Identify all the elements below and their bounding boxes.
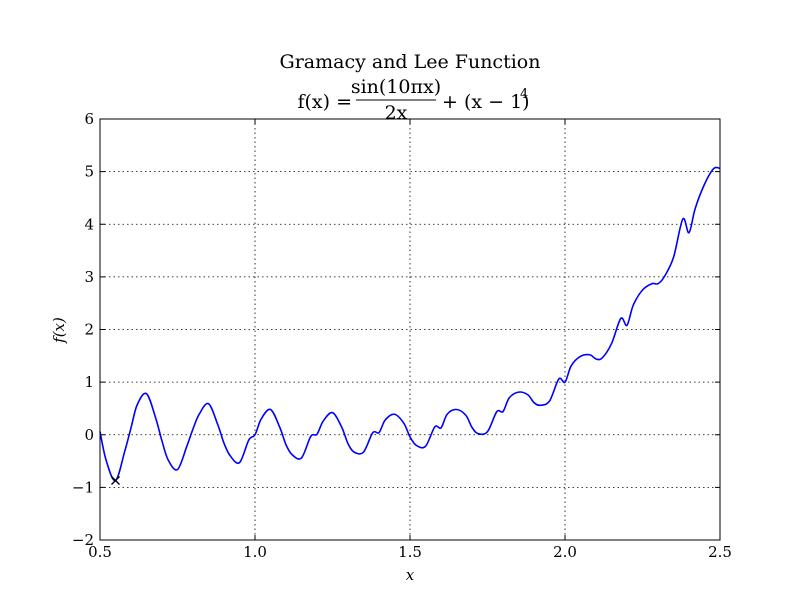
formula-numerator: sin(10πx) [351,76,441,98]
chart-formula: f(x) = sin(10πx) 2x + (x − 1) 4 [297,76,529,124]
y-tick-label: 3 [84,268,94,286]
axis-ticks: 0.5 1.0 1.5 2.0 2.5 −2 −1 0 1 2 3 4 5 6 [72,110,732,561]
grid [99,118,721,541]
x-tick-label: 0.5 [88,543,112,561]
formula-denominator: 2x [385,102,408,124]
series-line [99,166,721,482]
y-tick-label: 4 [84,215,94,233]
minimum-marker [111,476,120,486]
formula-exponent: 4 [520,87,528,102]
series-layer [99,166,721,482]
x-tick-label: 2.0 [553,543,577,561]
y-tick-label: 2 [84,321,94,339]
formula-lhs: f(x) = [297,91,352,113]
x-tick-label: 1.0 [243,543,267,561]
x-tick-label: 2.5 [708,543,732,561]
y-tick-label: −1 [72,478,94,496]
y-tick-label: 0 [84,426,94,444]
chart-title: Gramacy and Lee Function [280,51,541,73]
x-tick-label: 1.5 [398,543,422,561]
y-tick-label: −2 [72,531,94,549]
y-tick-label: 5 [84,163,94,181]
marker-layer [111,476,120,486]
y-tick-label: 1 [84,373,94,391]
x-axis-label: x [406,566,415,584]
plot-frame [99,118,721,541]
y-tick-label: 6 [84,110,94,128]
y-axis-label: f(x) [50,317,68,344]
formula-rhs: + (x − 1) [442,91,530,113]
